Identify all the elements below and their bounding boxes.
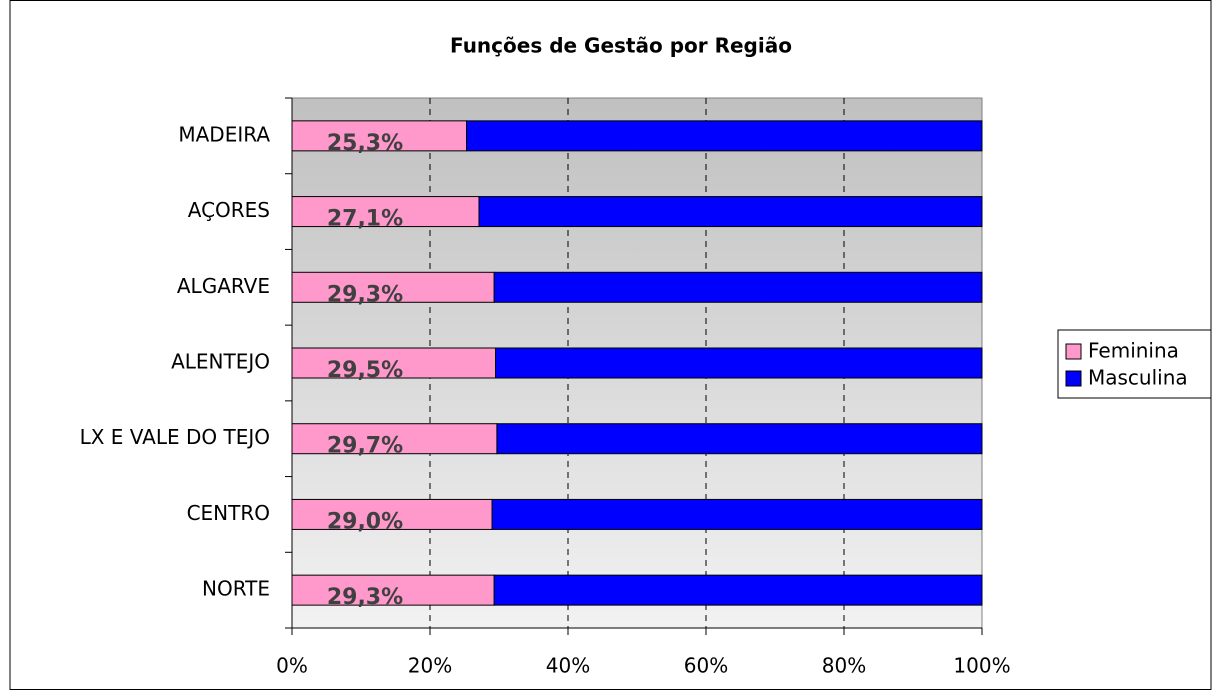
y-tick-label: AÇORES [188,198,270,222]
y-tick-label: ALENTEJO [171,350,270,374]
x-tick-label: 100% [953,654,1010,678]
data-label: 29,3% [327,585,403,610]
bar-segment [491,498,983,530]
bar-segment [496,423,983,455]
legend-label: Feminina [1088,339,1179,363]
data-label: 27,1% [327,207,403,232]
x-tick-label: 0% [276,654,308,678]
data-label: 29,7% [327,434,403,459]
bar-segment [495,347,983,379]
bar-segment [291,498,493,530]
x-tick-label: 20% [408,654,452,678]
data-label: 29,5% [327,358,403,383]
bar-segment [493,574,983,606]
data-label: 29,0% [327,509,403,534]
y-tick-label: ALGARVE [177,274,270,298]
y-tick-label: MADEIRA [178,122,270,146]
bar-segment [291,574,495,606]
bar-segment [466,120,983,152]
bar-segment [493,271,983,303]
y-tick-label: CENTRO [187,501,270,525]
data-label: 29,3% [327,282,403,307]
legend-swatch [1065,343,1082,360]
y-tick-label: LX E VALE DO TEJO [80,425,270,449]
legend-label: Masculina [1088,366,1188,390]
data-label: 25,3% [327,131,403,156]
chart-title: Funções de Gestão por Região [450,34,792,58]
x-tick-label: 60% [684,654,728,678]
legend-swatch [1065,370,1082,387]
x-tick-label: 80% [822,654,866,678]
bar-segment [291,271,495,303]
legend-box [1057,329,1212,399]
x-tick-label: 40% [546,654,590,678]
bar-segment [478,196,983,228]
y-tick-label: NORTE [202,577,270,601]
bar-segment [291,423,498,455]
